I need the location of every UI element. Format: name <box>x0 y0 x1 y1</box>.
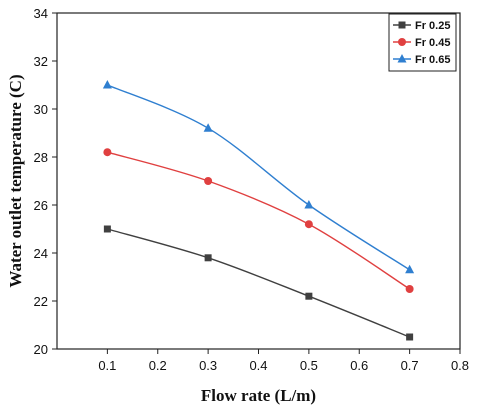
x-tick-label: 0.8 <box>451 358 469 373</box>
legend-label: Fr 0.65 <box>415 54 450 66</box>
y-tick-label: 34 <box>34 6 48 21</box>
data-point <box>103 225 111 233</box>
data-point <box>405 264 415 274</box>
x-tick-label: 0.2 <box>149 358 167 373</box>
legend-label: Fr 0.25 <box>415 20 450 32</box>
x-tick-label: 0.1 <box>98 358 116 373</box>
series-2 <box>103 148 414 293</box>
data-point <box>406 333 414 341</box>
series-line <box>107 151 411 290</box>
y-axis-title: Water outlet temperature (C) <box>6 74 25 287</box>
data-point <box>103 148 112 157</box>
y-tick-label: 26 <box>34 198 48 213</box>
data-point <box>203 123 213 132</box>
y-tick-label: 30 <box>34 102 48 117</box>
data-point <box>204 254 212 262</box>
series-line <box>107 228 410 338</box>
legend-item: Fr 0.65 <box>393 54 450 66</box>
data-point <box>304 220 313 229</box>
series-line <box>107 84 411 271</box>
y-tick-label: 28 <box>34 150 48 165</box>
x-axis-title: Flow rate (L/m) <box>201 386 316 405</box>
data-point <box>305 292 313 300</box>
legend: Fr 0.25 Fr 0.45 Fr 0.65 <box>388 13 457 72</box>
legend-label: Fr 0.45 <box>415 37 450 49</box>
data-point <box>204 177 213 185</box>
series-1 <box>103 225 414 341</box>
legend-marker <box>398 21 406 29</box>
legend-marker <box>398 38 406 46</box>
x-tick-label: 0.3 <box>199 358 217 373</box>
y-tick-label: 24 <box>34 246 48 261</box>
legend-item: Fr 0.45 <box>393 37 450 49</box>
data-point <box>304 200 314 209</box>
series-layer <box>102 80 415 341</box>
y-tick-label: 32 <box>34 54 48 69</box>
data-point <box>405 285 414 293</box>
x-tick-label: 0.7 <box>401 358 419 373</box>
x-tick-label: 0.5 <box>300 358 318 373</box>
legend-marker <box>397 54 407 63</box>
data-point <box>102 80 112 89</box>
y-axis: 20 22 24 26 28 30 32 34 <box>34 6 57 357</box>
x-tick-label: 0.4 <box>249 358 267 373</box>
legend-item: Fr 0.25 <box>393 20 450 32</box>
x-axis: 0.1 0.2 0.3 0.4 0.5 0.6 0.7 0.8 <box>98 349 469 373</box>
series-3 <box>102 80 415 274</box>
y-tick-label: 22 <box>34 294 48 309</box>
y-tick-label: 20 <box>34 342 48 357</box>
x-tick-label: 0.6 <box>350 358 368 373</box>
